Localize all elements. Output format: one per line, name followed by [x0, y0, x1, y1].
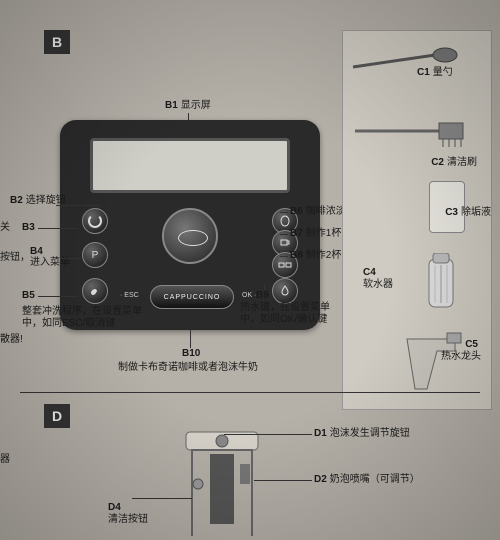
accessories-column: C1量勺 C2清洁刷 C3除垢液 C4软水器 C5热水龙头	[342, 30, 492, 410]
leader-line	[280, 256, 288, 257]
power-button-icon	[82, 208, 108, 234]
ok-label: OK ·	[242, 292, 256, 299]
label-d2: D2奶泡喷嘴（可调节）	[314, 474, 420, 486]
label-b9-text: 热水键，在设置菜单中，如同OK/确认键	[240, 302, 340, 326]
milk-frother-icon	[170, 420, 290, 536]
display-screen	[90, 138, 290, 193]
leader-line	[190, 330, 191, 348]
label-b4: B4进入菜单	[30, 246, 70, 268]
label-c1: C1量勺	[417, 67, 477, 79]
leader-line	[224, 434, 312, 435]
label-d1: D1泡沫发生调节旋钮	[314, 428, 410, 440]
label-b5-text: 整套冲洗程序，在设置菜单中，如同ESC/取消键	[22, 306, 152, 330]
control-panel: P · ESC CAPPUCCINO OK ·	[60, 120, 320, 330]
label-b5-code: B5	[22, 290, 38, 302]
label-b10-code: B10	[182, 348, 203, 360]
label-c5: C5热水龙头	[441, 339, 481, 363]
section-badge-d: D	[44, 404, 70, 428]
label-b8: B8制作2杯	[290, 250, 341, 262]
label-b7: B7制作1杯	[290, 228, 341, 240]
rinse-button-icon	[82, 278, 108, 304]
label-b3-prefix: 关	[0, 222, 10, 234]
hot-water-button-icon	[272, 278, 298, 304]
label-d4: D4清洁按钮	[108, 502, 148, 526]
esc-label: · ESC	[120, 292, 139, 299]
label-c4: C4软水器	[363, 267, 393, 291]
leader-line	[60, 258, 80, 259]
cutoff-text-1: 散器!	[0, 334, 23, 346]
leader-line	[264, 284, 265, 290]
leader-line	[56, 205, 100, 206]
label-b1: B1显示屏	[165, 100, 211, 112]
label-b9-code: B9	[256, 290, 272, 302]
divider-line	[20, 392, 480, 393]
softener-icon	[419, 253, 463, 317]
p-button-icon: P	[82, 242, 108, 268]
label-b3: B3	[22, 222, 38, 234]
leader-line	[280, 212, 288, 213]
brush-icon	[349, 111, 469, 151]
leader-line	[38, 296, 78, 297]
cappuccino-button: CAPPUCCINO	[150, 285, 234, 309]
leader-line	[132, 498, 192, 499]
label-c3: C3除垢液	[445, 207, 491, 219]
leader-line	[38, 228, 78, 229]
leader-line	[254, 480, 312, 481]
label-c2: C2清洁刷	[431, 157, 477, 169]
cutoff-text-2: 器	[0, 454, 10, 466]
section-badge-b: B	[44, 30, 70, 54]
leader-line	[280, 234, 288, 235]
selector-dial	[162, 208, 218, 264]
label-b4-prefix: 按钮，	[0, 252, 30, 264]
label-b10-text: 制做卡布奇诺咖啡或者泡沫牛奶	[118, 362, 258, 374]
